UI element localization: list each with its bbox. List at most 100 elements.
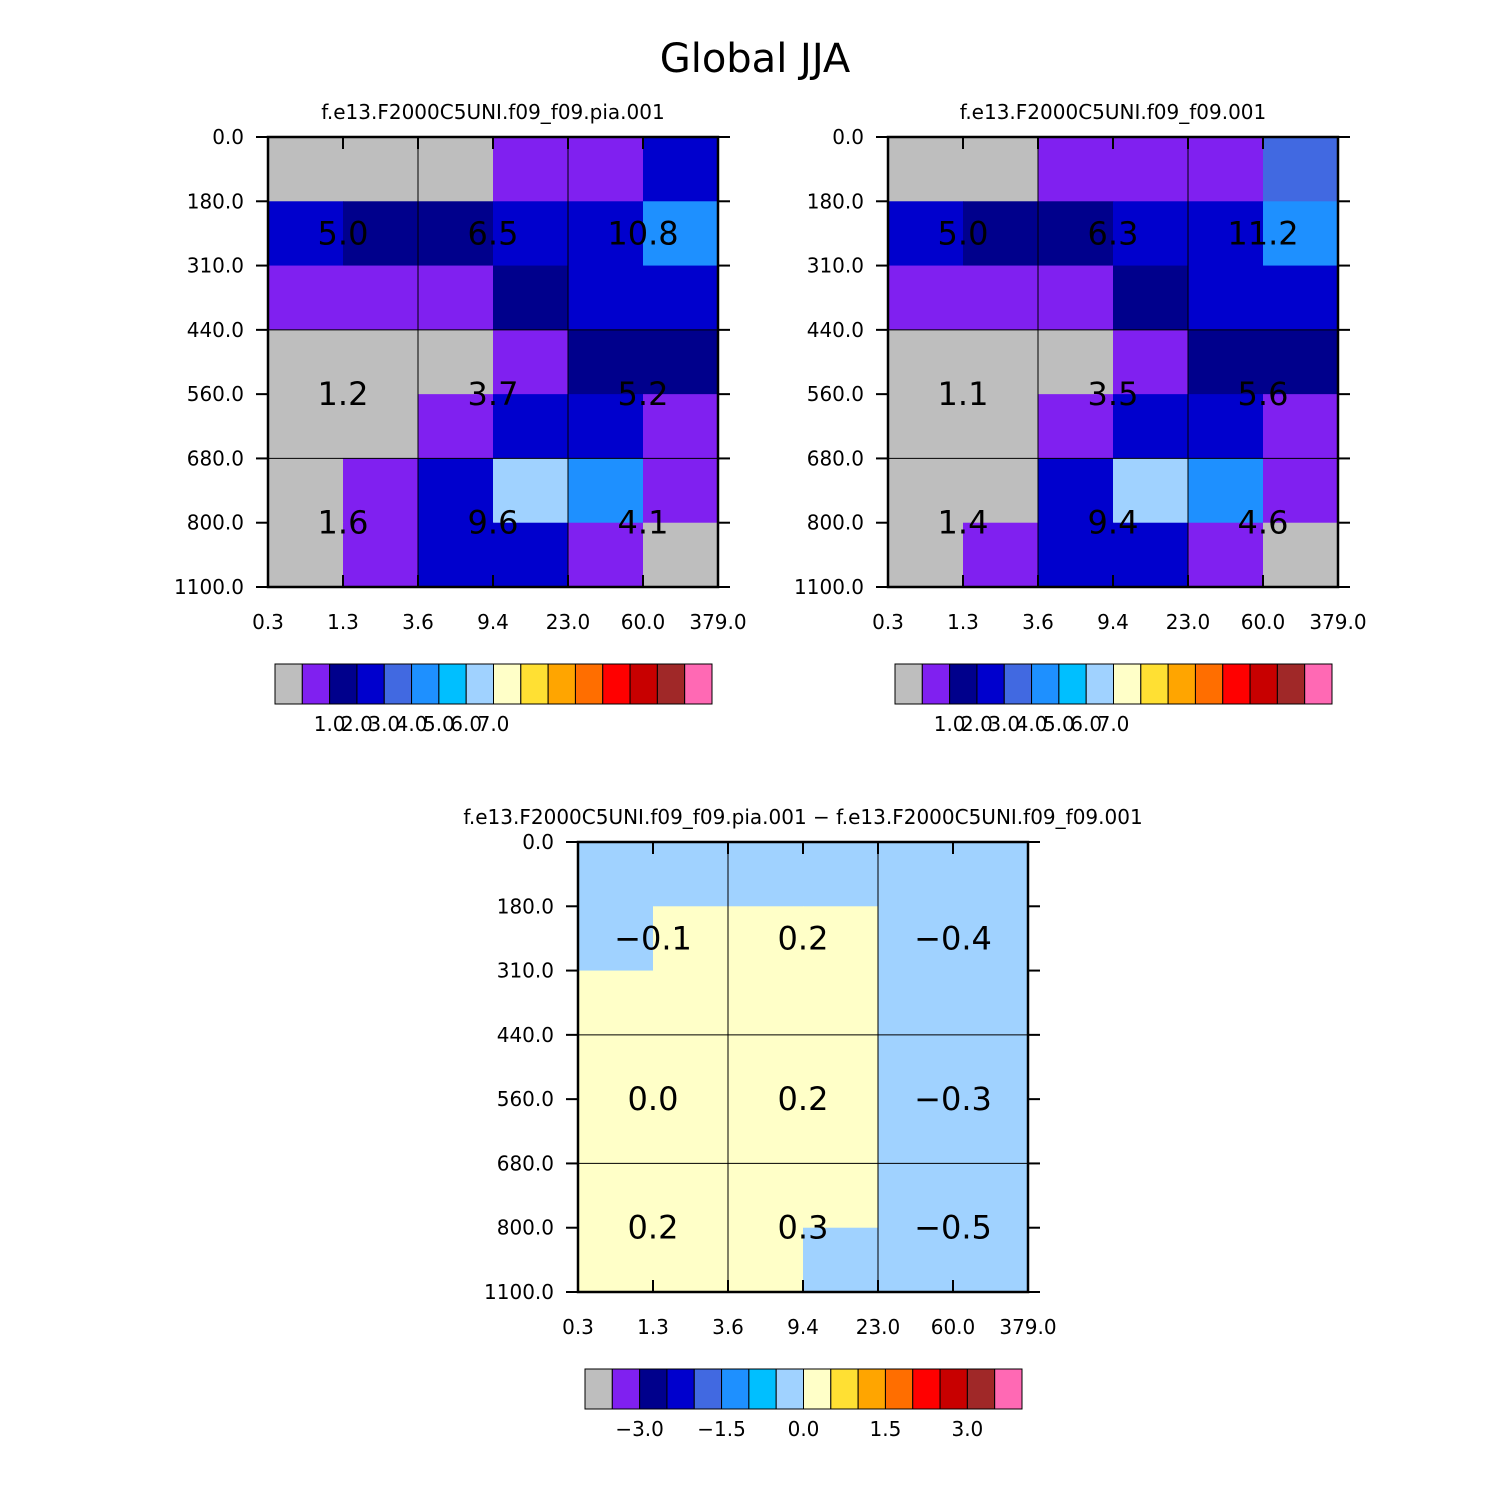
- heatmap-cell: [578, 906, 654, 972]
- heatmap-cell: [1113, 522, 1189, 588]
- heatmap-cell: [803, 1099, 879, 1164]
- y-tick-label: 560.0: [187, 382, 244, 406]
- heatmap-cell: [728, 1099, 804, 1164]
- heatmap-cell: [963, 522, 1039, 588]
- x-tick-label: 23.0: [856, 1315, 901, 1339]
- heatmap-cell: [578, 1034, 654, 1100]
- panel-title: f.e13.F2000C5UNI.f09_f09.pia.001: [321, 100, 664, 124]
- heatmap-cell: [653, 906, 729, 972]
- heatmap-cell: [1038, 137, 1114, 202]
- colorbar-swatch: [857, 1368, 886, 1410]
- heatmap-cell: [268, 522, 344, 588]
- colorbar-swatch: [830, 1368, 859, 1410]
- colorbar-swatch: [684, 663, 713, 705]
- x-tick-label: 23.0: [1166, 610, 1211, 634]
- heatmap-cell: [418, 201, 494, 267]
- colorbar-swatch: [520, 663, 549, 705]
- box-value-label: 10.8: [607, 214, 678, 252]
- colorbar-swatch: [639, 1368, 668, 1410]
- heatmap-cell: [418, 265, 494, 331]
- colorbar-swatch: [438, 663, 467, 705]
- panel-title: f.e13.F2000C5UNI.f09_f09.pia.001 − f.e13…: [463, 805, 1142, 829]
- y-tick-label: 800.0: [497, 1216, 554, 1240]
- heatmap-cell: [343, 201, 419, 267]
- heatmap-cell: [888, 329, 964, 395]
- heatmap-cell: [1188, 394, 1264, 459]
- box-value-label: −0.3: [914, 1080, 992, 1118]
- box-value-label: 1.1: [938, 375, 989, 413]
- y-tick-label: 560.0: [497, 1087, 554, 1111]
- colorbar: 1.02.03.04.05.06.07.0: [274, 663, 713, 736]
- colorbar-label: −1.5: [697, 1417, 746, 1441]
- box-value-label: 4.1: [618, 504, 669, 542]
- heatmap-cell: [878, 970, 954, 1036]
- colorbar-swatch: [966, 1368, 996, 1410]
- colorbar-swatch: [949, 663, 978, 705]
- heatmap-cell: [1188, 265, 1264, 331]
- heatmap-cell: [268, 265, 344, 331]
- heatmap-cell: [1113, 329, 1189, 395]
- heatmap-cell: [568, 394, 644, 459]
- colorbar-swatch: [748, 1368, 777, 1410]
- heatmap-cell: [653, 1227, 729, 1293]
- heatmap-cell: [493, 265, 569, 331]
- heatmap-cell: [578, 1163, 654, 1229]
- heatmap-cell: [888, 201, 964, 267]
- box-value-label: 6.3: [1088, 214, 1139, 252]
- colorbar-swatch: [666, 1368, 695, 1410]
- x-tick-label: 3.6: [402, 610, 434, 634]
- y-tick-label: 680.0: [497, 1151, 554, 1175]
- colorbar-swatch: [721, 1368, 750, 1410]
- heatmap-cell: [888, 522, 964, 588]
- heatmap-cell: [1038, 522, 1114, 588]
- colorbar-swatch: [1222, 663, 1251, 705]
- box-value-label: −0.1: [614, 919, 692, 957]
- heatmap-cell: [418, 137, 494, 202]
- colorbar-swatch: [411, 663, 440, 705]
- colorbar: −3.0 −1.5 0.0 1.5 3.0: [584, 1368, 1023, 1441]
- y-tick-label: 0.0: [522, 830, 554, 854]
- heatmap-cell: [953, 1227, 1029, 1293]
- heatmap-cell: [568, 265, 644, 331]
- heatmap-cell: [343, 394, 419, 459]
- colorbar-swatch: [383, 663, 413, 705]
- colorbar-swatch: [656, 663, 686, 705]
- colorbar-label: 0.0: [788, 1417, 820, 1441]
- heatmap-cell: [268, 201, 344, 267]
- heatmap-cell: [953, 906, 1029, 972]
- heatmap-cell: [1188, 458, 1264, 524]
- colorbar-label: 2.0: [961, 712, 993, 736]
- heatmap-cell: [1113, 394, 1189, 459]
- heatmap-cell: [1113, 458, 1189, 524]
- colorbar-label: 6.0: [450, 712, 482, 736]
- box-value-label: 0.2: [628, 1209, 679, 1247]
- heatmap-cell: [1038, 329, 1114, 395]
- box-value-label: 1.2: [318, 375, 369, 413]
- colorbar-swatch: [356, 663, 385, 705]
- heatmap-cell: [953, 970, 1029, 1036]
- x-tick-label: 23.0: [546, 610, 591, 634]
- colorbar-label: −3.0: [615, 1417, 664, 1441]
- x-tick-label: 60.0: [1241, 610, 1286, 634]
- colorbar-label: 1.0: [314, 712, 346, 736]
- heatmap-cell: [1038, 201, 1114, 267]
- box-value-label: −0.5: [914, 1209, 992, 1247]
- heatmap-cell: [1113, 137, 1189, 202]
- x-tick-label: 9.4: [477, 610, 509, 634]
- x-tick-label: 1.3: [327, 610, 359, 634]
- heatmap-cell: [343, 458, 419, 524]
- colorbar-swatch: [329, 663, 358, 705]
- heatmap-cell: [343, 329, 419, 395]
- x-tick-label: 3.6: [712, 1315, 744, 1339]
- heatmap-cell: [878, 842, 954, 907]
- heatmap-cell: [653, 970, 729, 1036]
- heatmap-cell: [568, 137, 644, 202]
- colorbar-swatch: [1167, 663, 1196, 705]
- heatmap-cell: [1038, 265, 1114, 331]
- heatmap-cell: [878, 1099, 954, 1164]
- x-tick-label: 3.6: [1022, 610, 1054, 634]
- heatmap-cell: [568, 201, 644, 267]
- heatmap-cell: [643, 394, 719, 459]
- y-tick-label: 180.0: [807, 189, 864, 213]
